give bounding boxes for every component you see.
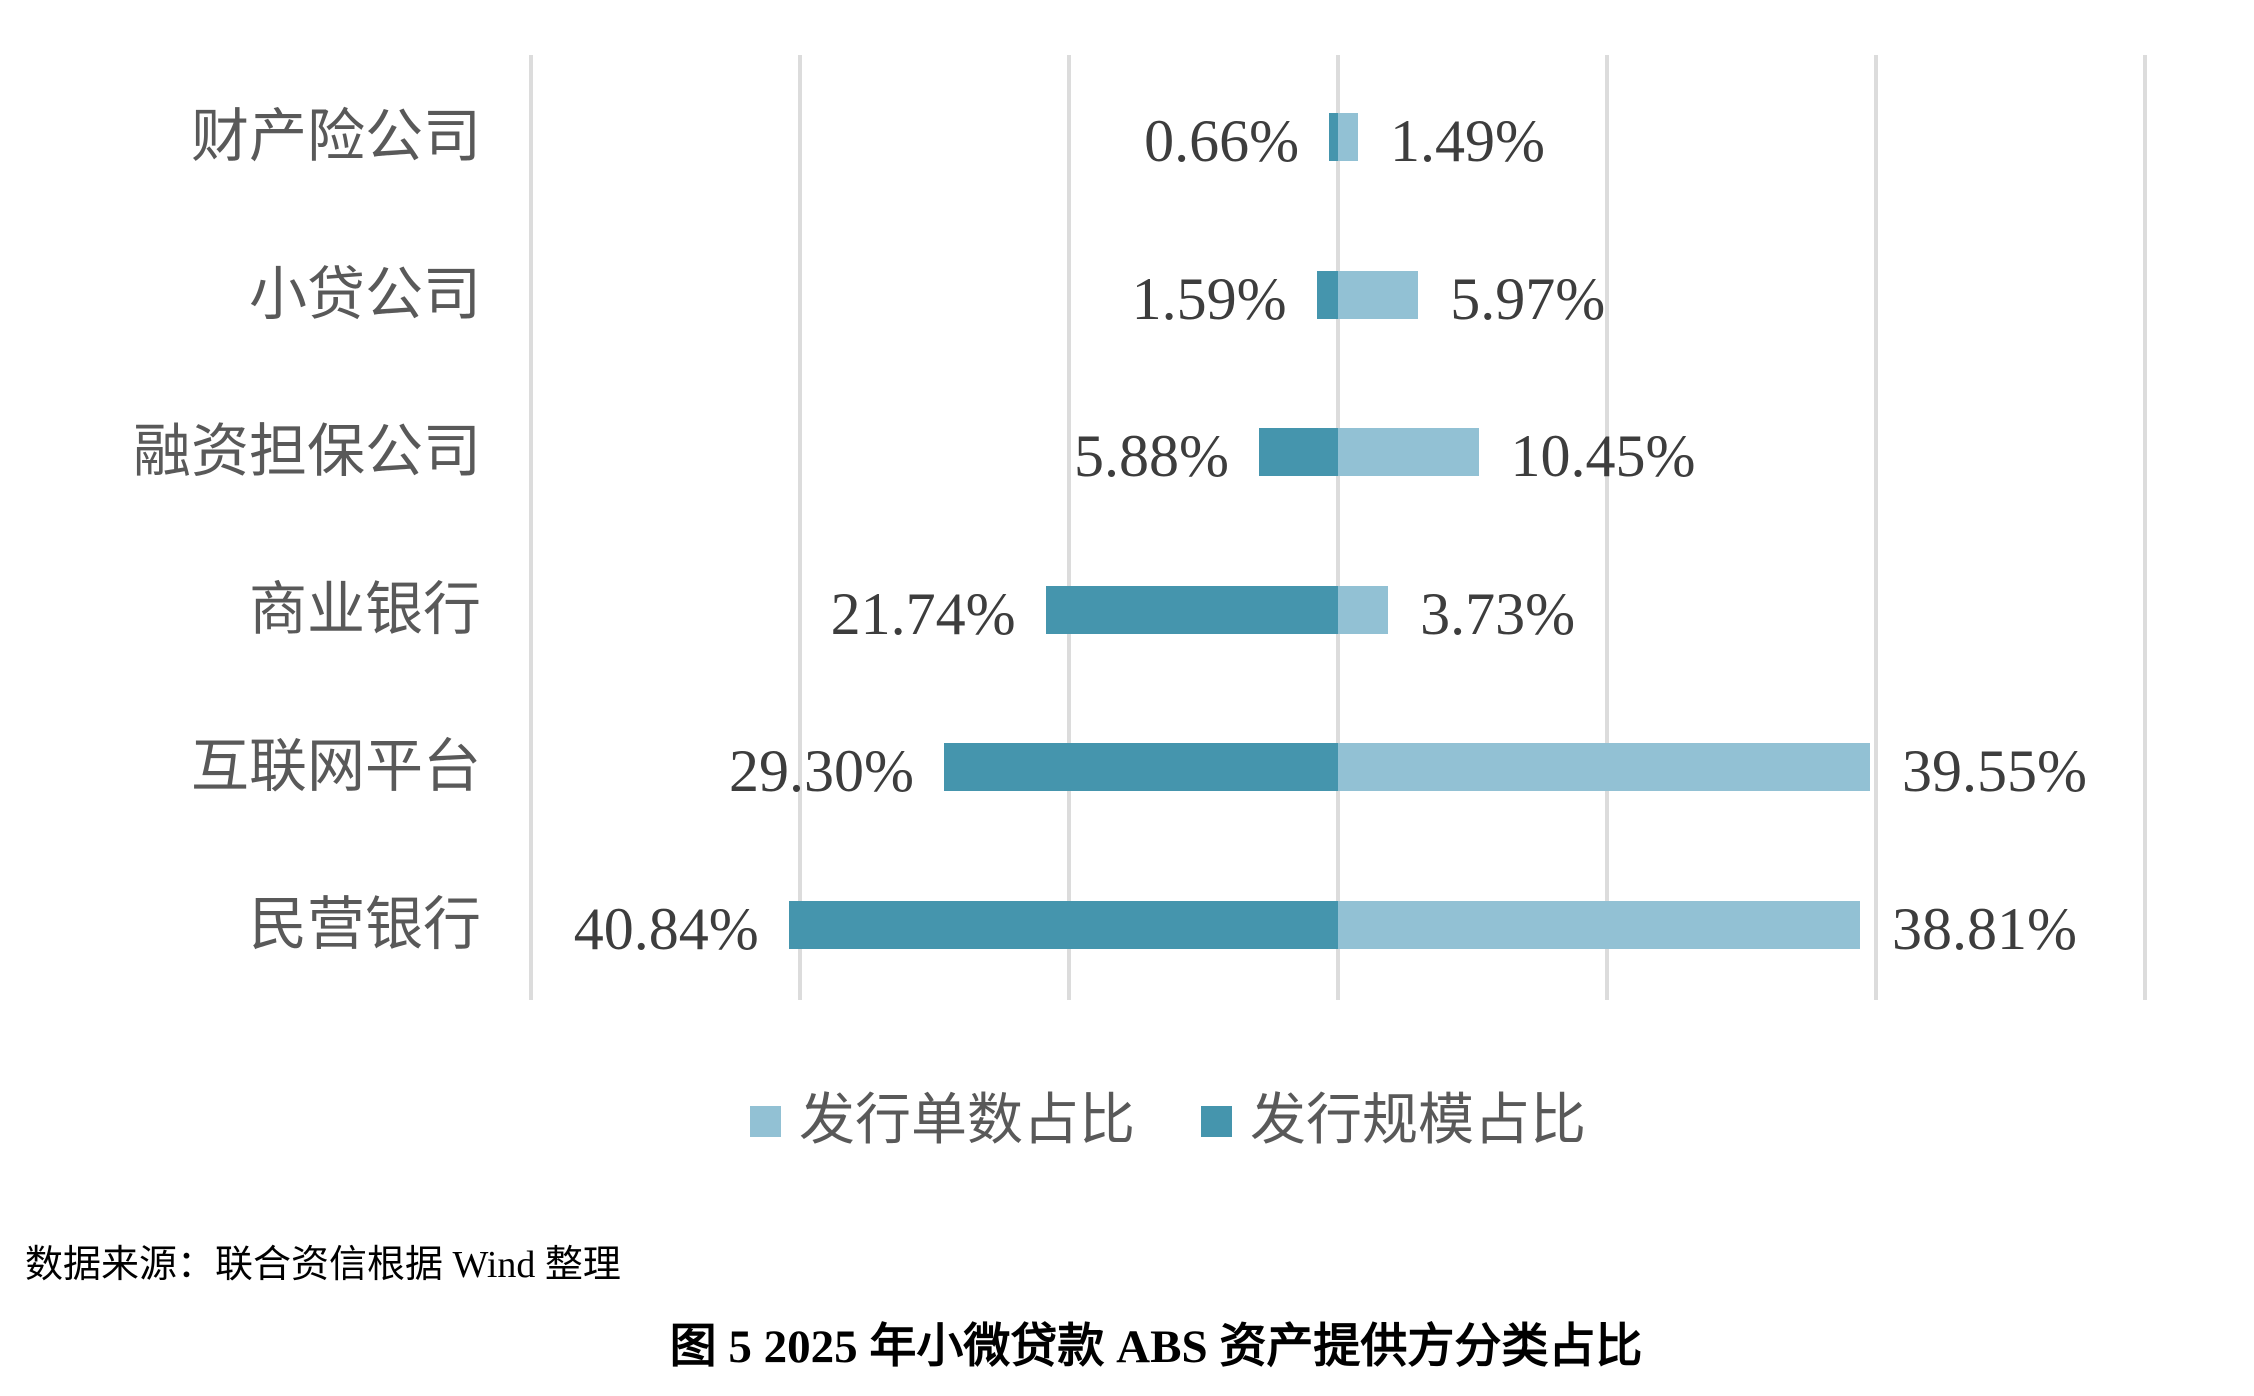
issuance-scale-value-label: 0.66% xyxy=(1144,108,1300,174)
diverging-bar-chart: 财产险公司 0.66% 1.49% 小贷公司 1.59% 5.97% 融资担保公司 5.88%… xyxy=(132,55,2147,1000)
issuance-scale-bar xyxy=(1329,113,1338,161)
chart-legend: 发行单数占比 发行规模占比 xyxy=(750,1093,1586,1149)
legend-item: 发行规模占比 xyxy=(1201,1093,1586,1149)
issuance-scale-bar xyxy=(1316,270,1338,319)
issuance-count-value-label: 10.45% xyxy=(1510,423,1696,490)
issuance-scale-bar xyxy=(1258,428,1338,477)
issuance-scale-value-label: 21.74% xyxy=(830,580,1016,647)
source-note: 数据来源：联合资信根据 Wind 整理 xyxy=(25,1244,621,1286)
gridline xyxy=(1067,55,1071,1000)
legend-swatch xyxy=(1201,1105,1232,1137)
issuance-scale-value-label: 5.88% xyxy=(1073,423,1229,490)
legend-label: 发行规模占比 xyxy=(1250,1090,1586,1152)
issuance-count-bar xyxy=(1338,428,1479,477)
category-label: 融资担保公司 xyxy=(132,419,481,485)
issuance-scale-bar xyxy=(943,743,1338,792)
issuance-count-value-label: 5.97% xyxy=(1450,265,1606,332)
issuance-count-value-label: 39.55% xyxy=(1901,738,2087,805)
issuance-count-bar xyxy=(1338,113,1359,161)
category-label: 商业银行 xyxy=(248,576,481,642)
issuance-scale-bar xyxy=(1045,585,1338,634)
category-label: 互联网平台 xyxy=(190,734,481,800)
gridline xyxy=(1605,55,1609,1000)
category-label: 小贷公司 xyxy=(248,261,481,327)
gridline xyxy=(529,55,533,1000)
gridline xyxy=(1874,55,1878,1000)
issuance-count-bar xyxy=(1338,901,1860,949)
legend-swatch xyxy=(750,1105,781,1137)
issuance-count-bar xyxy=(1338,270,1419,319)
gridline xyxy=(2143,55,2147,1000)
category-label: 民营银行 xyxy=(248,892,481,957)
issuance-scale-value-label: 1.59% xyxy=(1131,265,1287,332)
issuance-scale-bar xyxy=(788,901,1338,949)
gridline xyxy=(798,55,802,1000)
gridline xyxy=(1336,55,1340,1000)
issuance-scale-value-label: 40.84% xyxy=(573,896,759,962)
issuance-count-value-label: 1.49% xyxy=(1390,108,1546,174)
issuance-count-value-label: 3.73% xyxy=(1420,580,1576,647)
issuance-count-bar xyxy=(1338,585,1389,634)
legend-label: 发行单数占比 xyxy=(799,1090,1135,1152)
figure-caption: 图 5 2025 年小微贷款 ABS 资产提供方分类占比 xyxy=(669,1321,1643,1373)
legend-item: 发行单数占比 xyxy=(750,1093,1135,1149)
issuance-count-bar xyxy=(1338,743,1870,792)
issuance-count-value-label: 38.81% xyxy=(1891,896,2077,962)
issuance-scale-value-label: 29.30% xyxy=(728,738,914,805)
category-label: 财产险公司 xyxy=(190,104,481,169)
